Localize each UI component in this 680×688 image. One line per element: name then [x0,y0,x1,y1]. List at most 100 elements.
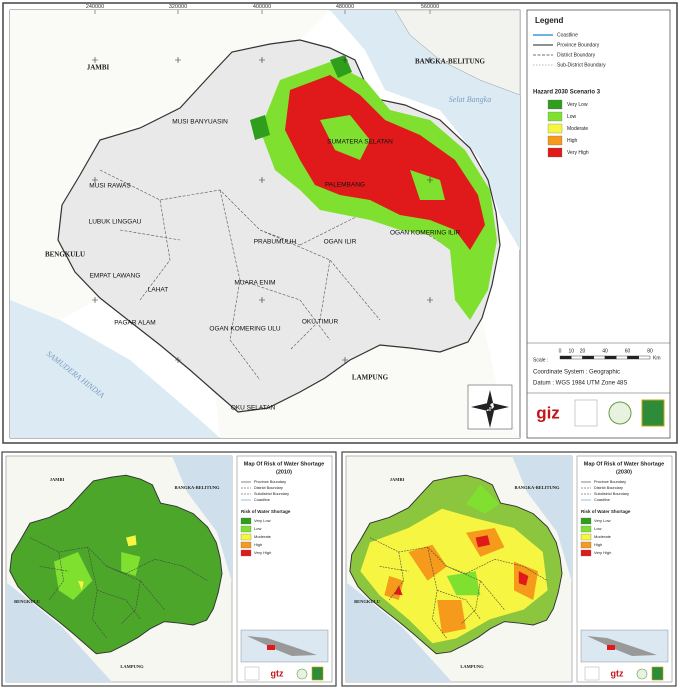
legend-line-label: District Boundary [557,52,596,58]
small-place-label: BENGKULU [14,599,41,604]
small-place-label: JAMBI [390,477,405,482]
small-risk-title: Risk of Water Shortage [581,509,631,514]
legend-swatch [547,147,563,158]
bangka-island [394,9,521,96]
small-legend-swatch [240,549,252,557]
place-label: BENGKULU [45,251,85,259]
small-place-label: BENGKULU [354,599,381,604]
small-legend-line-label: Coastline [254,498,270,502]
risk-moderate [78,535,137,591]
logo-emblem [641,399,665,427]
legend-title: Legend [535,16,564,25]
small-sea [6,456,232,682]
small-legend-swatch [580,525,592,533]
small-legend-swatch [580,541,592,549]
scale-bar-segment [571,355,583,360]
small-legend-class: Very Low [254,518,271,523]
datum: Datum : WGS 1984 UTM Zone 48S [533,381,627,387]
small-legend-class: Moderate [254,534,272,539]
logo-emblem [574,399,598,427]
legend-class-label: High [567,138,578,144]
grid-cross [427,177,433,183]
grid-cross [92,177,98,183]
scale-tick-label: 10 [568,348,574,354]
small-legend-swatch [240,533,252,541]
district-label: MUARA ENIM [234,280,275,287]
logo-emblem [608,401,632,425]
grid-cross [259,177,265,183]
district-label: EMPAT LAWANG [90,273,141,280]
scale-tick-label: 80 [647,348,653,354]
legend-class-label: Very High [567,150,589,156]
grid-cross [92,57,98,63]
small-legend-class: High [254,542,262,547]
top-tick-label: 400000 [253,4,271,10]
sea-label: Selat Bangka [449,95,491,104]
small-legend-line-label: Subdistrict Boundary [254,492,289,496]
legend-class-label: Low [567,114,577,120]
main-panel: 240000 320000 400000 480000 560000 JAMBI BANGK… [2,2,678,444]
district-label: OKU TIMUR [302,319,339,326]
legend-line-label: Coastline [557,32,578,38]
inset-land [587,636,657,656]
small-year: (2010) [276,469,292,475]
coordinate-system: Coordinate System : Geographic [533,370,620,376]
scale-tick-label: 40 [602,348,608,354]
scale-bar-segment [616,355,628,360]
small-title: Map Of Risk of Water Shortage [584,461,664,467]
small-legend-line-label: Coastline [594,498,610,502]
small-legend-class: Very Low [594,518,611,523]
small-legend-swatch [580,549,592,557]
small-legend-line-label: Subdistrict Boundary [594,492,629,496]
district-label: PALEMBANG [325,182,365,189]
sea-southwest [10,300,220,438]
hazard-title: Hazard 2030 Scenario 3 [533,90,601,96]
legend-class-label: Very Low [567,102,588,108]
small-place-label: JAMBI [50,477,65,482]
place-label: LAMPUNG [352,374,389,382]
grid-cross [92,297,98,303]
small-map-2010: JAMBI BANGKA-BELITUNG BENGKULU LAMPUNG Map O… [1,451,337,687]
small-legend-line-label: Province Boundary [594,480,626,484]
logo-text: giz [536,403,560,422]
legend-class-label: Moderate [567,126,588,132]
district-label: MUSI RAWAS [89,183,131,190]
small-logo-emblem [651,666,664,681]
small-year: (2030) [616,469,632,475]
scale-tick-label: 20 [580,348,586,354]
grid-cross [175,57,181,63]
small-legend-class: Moderate [594,534,612,539]
grid-cross [175,357,181,363]
small-sea [346,456,572,682]
neighbor-land [10,10,330,320]
risk-low [54,552,141,600]
small-logo-emblem [296,668,308,680]
small-logo: gtz [271,668,284,678]
small-legend-class: Low [254,526,261,531]
small-legend-swatch [580,533,592,541]
small-title: Map Of Risk of Water Shortage [244,461,324,467]
district-label: PRABUMULIH [254,239,297,246]
small-legend-swatch [580,517,592,525]
small-place-label: LAMPUNG [120,664,144,669]
place-label: JAMBI [87,64,110,72]
grid-cross [342,357,348,363]
small-legend-swatch [240,517,252,525]
neighbor-land-south [215,318,520,438]
small-logo-emblem [311,666,324,681]
district-label: OGAN KOMERING ULU [209,326,280,333]
small-place-label: BANGKA-BELITUNG [174,485,220,490]
district-label: PAGAR ALAM [114,320,155,327]
scale-bar-segment [559,355,572,360]
top-tick-label: 560000 [421,4,439,10]
small-place-label: LAMPUNG [460,664,484,669]
inset-highlight [267,645,275,650]
scale-bar-segment [582,355,594,360]
scale-unit: Km [653,355,661,361]
small-logo-emblem [584,666,600,681]
scale-bar-segment [627,355,639,360]
small-legend-line-label: District Boundary [254,486,283,490]
